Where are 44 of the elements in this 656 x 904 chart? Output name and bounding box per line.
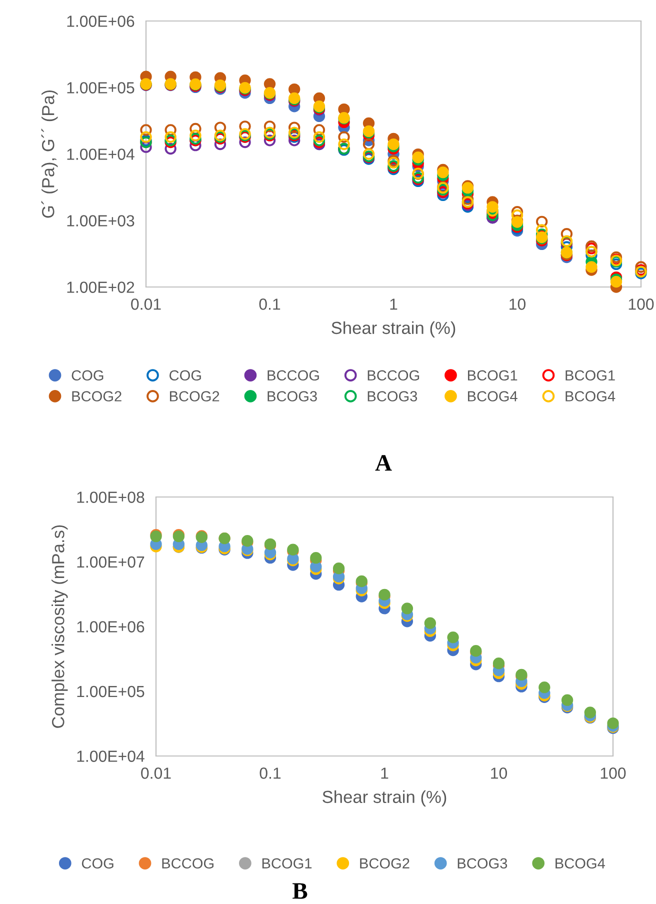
legend-label: BCOG4 — [468, 391, 518, 402]
x-tick-label: 0.01 — [131, 298, 161, 310]
y-tick-label: 1.00E+03 — [67, 215, 134, 226]
legend-label: COG — [170, 370, 201, 381]
legend-label: BCOG4 — [566, 391, 616, 402]
legend-label: BCOG3 — [368, 391, 418, 402]
legend-label: BCCOG — [162, 858, 214, 869]
y-tick-label: 1.00E+08 — [77, 492, 144, 503]
legend-label: BCCOG — [268, 370, 319, 381]
x-tick-label: 0.1 — [260, 768, 281, 779]
legend-label: BCOG1 — [566, 370, 615, 381]
legend-label: COG — [82, 858, 114, 869]
legend-label: BCOG3 — [268, 391, 317, 402]
x-tick-label: 100 — [628, 298, 654, 310]
text: B — [292, 883, 308, 899]
y-tick-label: 1.00E+04 — [77, 750, 144, 762]
y-tick-label: 1.00E+05 — [77, 686, 144, 698]
y-tick-label: 1.00E+04 — [67, 148, 134, 160]
legend-label: BCOG1 — [262, 858, 312, 869]
y-axis-title: Complex viscosity (mPa.s) — [52, 525, 68, 728]
y-tick-label: 1.00E+06 — [77, 621, 144, 632]
legend-label: BCOG2 — [170, 391, 220, 402]
y-axis-title: G´ (Pa), G´´ (Pa) — [41, 90, 58, 218]
legend-label: BCOG3 — [458, 858, 508, 869]
x-tick-label: 100 — [600, 768, 626, 779]
x-tick-label: 1 — [381, 768, 388, 779]
y-tick-label: 1.00E+05 — [67, 82, 134, 94]
legend-label: BCOG4 — [556, 858, 606, 869]
legend-label: BCOG2 — [360, 858, 410, 869]
x-tick-label: 0.01 — [141, 768, 171, 779]
legend-label: BCOG1 — [468, 370, 518, 381]
y-tick-label: 1.00E+02 — [67, 282, 134, 293]
text: A — [375, 455, 392, 471]
x-tick-label: 0.1 — [259, 298, 280, 310]
legend-label: BCOG2 — [72, 391, 122, 402]
x-tick-label: 10 — [491, 768, 508, 779]
legend-label: COG — [72, 370, 104, 381]
y-tick-label: 1.00E+07 — [77, 556, 144, 568]
y-tick-label: 1.00E+06 — [67, 16, 134, 27]
x-axis-title: Shear strain (%) — [332, 321, 456, 338]
x-tick-label: 1 — [390, 298, 398, 310]
x-tick-label: 10 — [510, 298, 526, 310]
x-axis-title: Shear strain (%) — [322, 790, 446, 807]
legend-label: BCCOG — [368, 370, 420, 381]
